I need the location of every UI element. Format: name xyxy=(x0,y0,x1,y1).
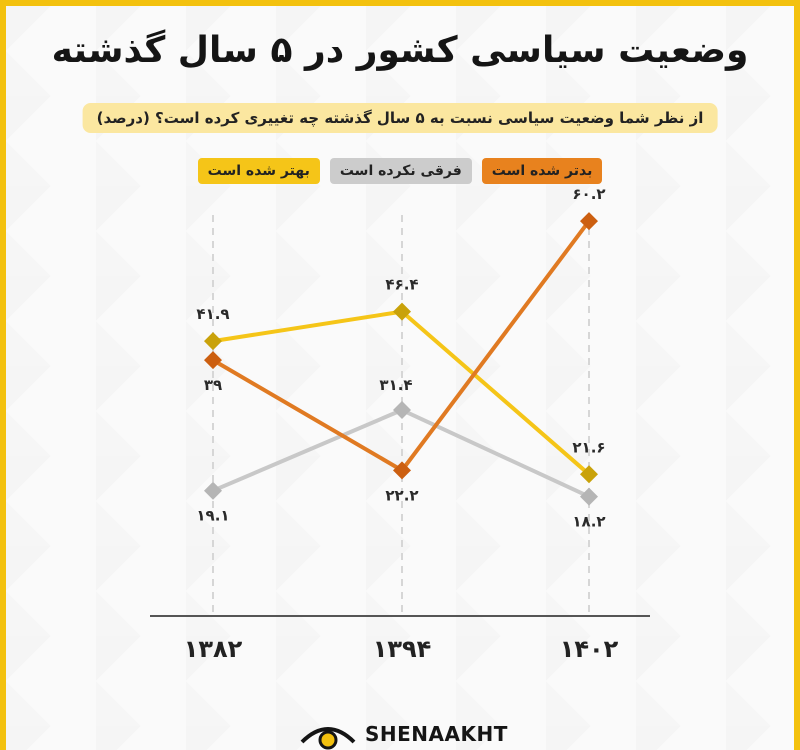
data-point xyxy=(580,487,598,506)
data-point xyxy=(580,465,598,484)
x-tick-label: ۱۳۸۲ xyxy=(184,635,243,663)
data-label: ۳۱.۴ xyxy=(379,376,412,394)
data-point xyxy=(393,461,411,480)
legend-item-worse: بدتر شده است xyxy=(481,158,603,184)
data-point xyxy=(204,481,222,500)
legend-item-no-change: فرقی نکرده است xyxy=(329,158,472,184)
data-label: ۴۱.۹ xyxy=(196,305,229,323)
brand-name: SHENAAKHT xyxy=(365,722,508,746)
x-tick-label: ۱۳۹۴ xyxy=(373,635,432,663)
chart-title: وضعیت سیاسی کشور در ۵ سال گذشته xyxy=(51,30,749,71)
data-label: ۱۸.۲ xyxy=(572,513,605,531)
data-label: ۴۶.۴ xyxy=(385,276,418,294)
eye-logo-icon xyxy=(300,727,356,750)
data-point xyxy=(393,401,411,420)
data-label: ۶۰.۲ xyxy=(572,185,605,203)
legend: بدتر شده است فرقی نکرده است بهتر شده است xyxy=(0,158,800,184)
data-point xyxy=(580,212,598,231)
data-point xyxy=(204,332,222,351)
data-label: ۱۹.۱ xyxy=(196,507,229,525)
data-label: ۳۹ xyxy=(204,376,222,394)
data-point xyxy=(393,302,411,321)
data-label: ۲۲.۲ xyxy=(385,486,418,504)
legend-item-better: بهتر شده است xyxy=(197,158,320,184)
data-point xyxy=(204,351,222,370)
data-label: ۲۱.۶ xyxy=(572,438,605,456)
x-tick-label: ۱۴۰۲ xyxy=(560,635,619,663)
chart-question: از نظر شما وضعیت سیاسی نسبت به ۵ سال گذش… xyxy=(82,103,718,133)
